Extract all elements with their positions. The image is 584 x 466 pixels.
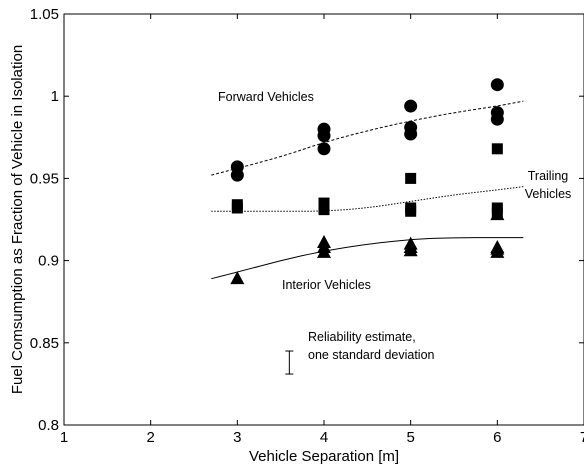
circle-marker bbox=[317, 142, 331, 156]
circle-marker bbox=[404, 127, 418, 141]
fit-curve-triangle bbox=[211, 237, 524, 280]
x-axis-title: Vehicle Separation [m] bbox=[249, 448, 399, 465]
y-axis-title: Fuel Comsumption as Fraction of Vehicle … bbox=[9, 45, 26, 394]
x-tick-label: 1 bbox=[60, 429, 68, 446]
y-tick-label: 1 bbox=[51, 88, 59, 105]
triangle-marker bbox=[490, 207, 505, 221]
y-tick-label: 0.95 bbox=[30, 170, 59, 187]
trailing-vehicles-label-line1: Trailing bbox=[528, 169, 569, 183]
circle-marker bbox=[490, 78, 504, 92]
circle-marker bbox=[490, 112, 504, 126]
axis-ticks: 1 2 3 4 5 6 7 0.8 0.85 0.9 0.95 1 1.05 bbox=[30, 6, 584, 446]
reliability-label-line2: one standard deviation bbox=[308, 348, 435, 362]
y-tick-label: 0.85 bbox=[30, 335, 59, 352]
y-tick-label: 1.05 bbox=[30, 6, 59, 23]
circle-marker bbox=[404, 99, 418, 113]
square-marker bbox=[405, 172, 417, 184]
x-tick-label: 3 bbox=[233, 429, 241, 446]
data-markers bbox=[230, 78, 505, 285]
forward-vehicles-label: Forward Vehicles bbox=[218, 90, 314, 104]
square-marker bbox=[491, 143, 503, 155]
x-tick-label: 2 bbox=[146, 429, 154, 446]
fit-curve-circle bbox=[211, 100, 524, 176]
y-tick-label: 0.8 bbox=[38, 417, 59, 434]
square-marker bbox=[405, 205, 417, 217]
x-tick-label: 6 bbox=[493, 429, 501, 446]
triangle-marker bbox=[490, 244, 505, 258]
x-tick-label: 7 bbox=[580, 429, 584, 446]
circle-marker bbox=[230, 168, 244, 182]
trailing-vehicles-label-line2: Vehicles bbox=[525, 187, 572, 201]
triangle-marker bbox=[317, 244, 331, 258]
y-tick-label: 0.9 bbox=[38, 253, 59, 270]
square-marker bbox=[231, 202, 243, 214]
x-tick-label: 4 bbox=[320, 429, 328, 446]
triangle-marker bbox=[403, 243, 418, 257]
interior-vehicles-label: Interior Vehicles bbox=[282, 278, 371, 292]
x-tick-label: 5 bbox=[406, 429, 414, 446]
reliability-error-bar bbox=[285, 350, 294, 375]
square-marker bbox=[318, 204, 330, 216]
circle-marker bbox=[317, 129, 331, 143]
reliability-label-line1: Reliability estimate, bbox=[308, 330, 416, 344]
triangle-marker bbox=[230, 271, 245, 285]
